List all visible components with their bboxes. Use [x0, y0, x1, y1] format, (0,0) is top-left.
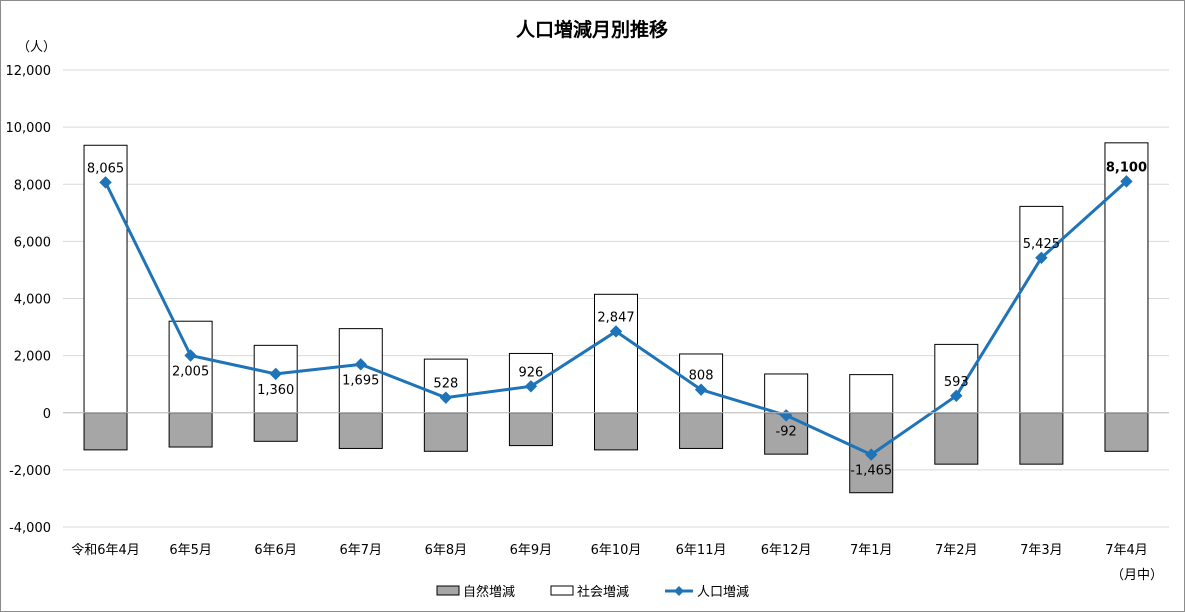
bars: [83, 142, 1149, 494]
population-change-point: [269, 367, 282, 381]
y-unit-label: （人）: [17, 40, 56, 55]
natural-change-bar: [423, 412, 468, 452]
population-change-point: [694, 383, 708, 396]
legend: 自然増減 社会増減 人口増減: [436, 584, 749, 600]
population-data-label: 2,847: [597, 310, 634, 325]
natural-change-bar: [1019, 412, 1064, 465]
x-tick-label: 7年2月: [935, 543, 978, 558]
population-data-label: 1,695: [342, 373, 379, 388]
y-tick-label: 2,000: [14, 350, 51, 365]
legend-swatch-social: [550, 585, 574, 596]
natural-change-bar: [253, 412, 298, 442]
axes: -4,000 -2,000 0 2,000 4,000 6,000 8,000 10,000 1…: [6, 64, 1169, 558]
population-data-label: 808: [689, 369, 714, 384]
natural-change-bar: [338, 412, 383, 449]
population-line: [99, 175, 1133, 461]
natural-change-bar: [83, 412, 128, 451]
y-tick-label: -2,000: [9, 464, 51, 479]
social-change-bar: [1019, 205, 1064, 414]
social-change-bar: [168, 320, 213, 414]
legend-swatch-natural: [436, 585, 460, 596]
population-data-label: 2,005: [172, 364, 209, 379]
population-data-label: -92: [776, 424, 797, 439]
y-tick-label: 12,000: [6, 64, 52, 79]
x-tick-label: 6年5月: [169, 543, 212, 558]
population-data-label: 528: [433, 377, 458, 392]
population-change-point: [1120, 175, 1133, 188]
population-data-label: 8,065: [87, 161, 124, 176]
x-tick-label: 6年12月: [761, 543, 812, 558]
population-data-label: 5,425: [1023, 237, 1060, 252]
population-change-point: [99, 176, 112, 189]
natural-change-bar: [594, 412, 638, 451]
x-tick-label: 6年7月: [339, 543, 382, 558]
social-change-bar: [679, 353, 724, 414]
population-change-point: [950, 389, 963, 403]
legend-label-natural: 自然増減: [463, 584, 515, 600]
x-tick-label: 7年3月: [1020, 543, 1063, 558]
population-change-point: [354, 358, 367, 371]
social-change-bar: [764, 373, 809, 414]
x-tick-label: 7年1月: [850, 543, 893, 558]
population-change-point: [609, 325, 623, 338]
social-change-bar: [1104, 142, 1149, 414]
natural-change-bar: [679, 412, 724, 449]
y-tick-label: 8,000: [14, 178, 51, 193]
population-data-label: 926: [519, 365, 544, 380]
population-change-point: [524, 380, 538, 393]
x-tick-label: 6年6月: [254, 543, 297, 558]
population-change-point: [439, 391, 453, 404]
x-tick-label: 6年9月: [510, 543, 553, 558]
x-tick-label: 6年11月: [676, 543, 727, 558]
population-data-label: -1,465: [850, 464, 892, 479]
y-tick-label: -4,000: [9, 521, 51, 536]
population-change-point: [184, 349, 197, 362]
population-change-point: [865, 448, 878, 461]
population-data-label: 593: [944, 375, 969, 390]
y-tick-label: 6,000: [14, 235, 51, 250]
x-unit-label: （月中）: [1111, 568, 1163, 583]
natural-change-bar: [168, 412, 213, 448]
social-change-bar: [83, 144, 128, 414]
population-change-point: [1035, 251, 1048, 265]
x-tick-label: 6年8月: [425, 543, 468, 558]
chart-title: 人口増減月別推移: [516, 18, 668, 41]
x-tick-label: 6年10月: [591, 543, 642, 558]
legend-label-population: 人口増減: [697, 584, 749, 600]
data-labels: 8,065 2,005 1,360 1,695 528 926 2,847 808 -92 -1,…: [87, 160, 1147, 478]
natural-change-bar: [934, 412, 979, 465]
y-tick-label: 10,000: [6, 121, 52, 136]
social-change-bar: [849, 374, 894, 414]
legend-label-social: 社会増減: [577, 584, 629, 600]
population-data-label: 8,100: [1106, 160, 1147, 175]
social-change-bar: [594, 293, 638, 414]
y-tick-label: 0: [43, 407, 51, 422]
natural-change-bar: [508, 412, 553, 447]
x-tick-label: 令和6年4月: [71, 543, 140, 558]
legend-swatch-population-marker: [674, 586, 684, 596]
population-data-label: 1,360: [257, 383, 294, 398]
y-tick-label: 4,000: [14, 293, 51, 308]
x-tick-label: 7年4月: [1105, 543, 1148, 558]
natural-change-bar: [1104, 412, 1149, 452]
